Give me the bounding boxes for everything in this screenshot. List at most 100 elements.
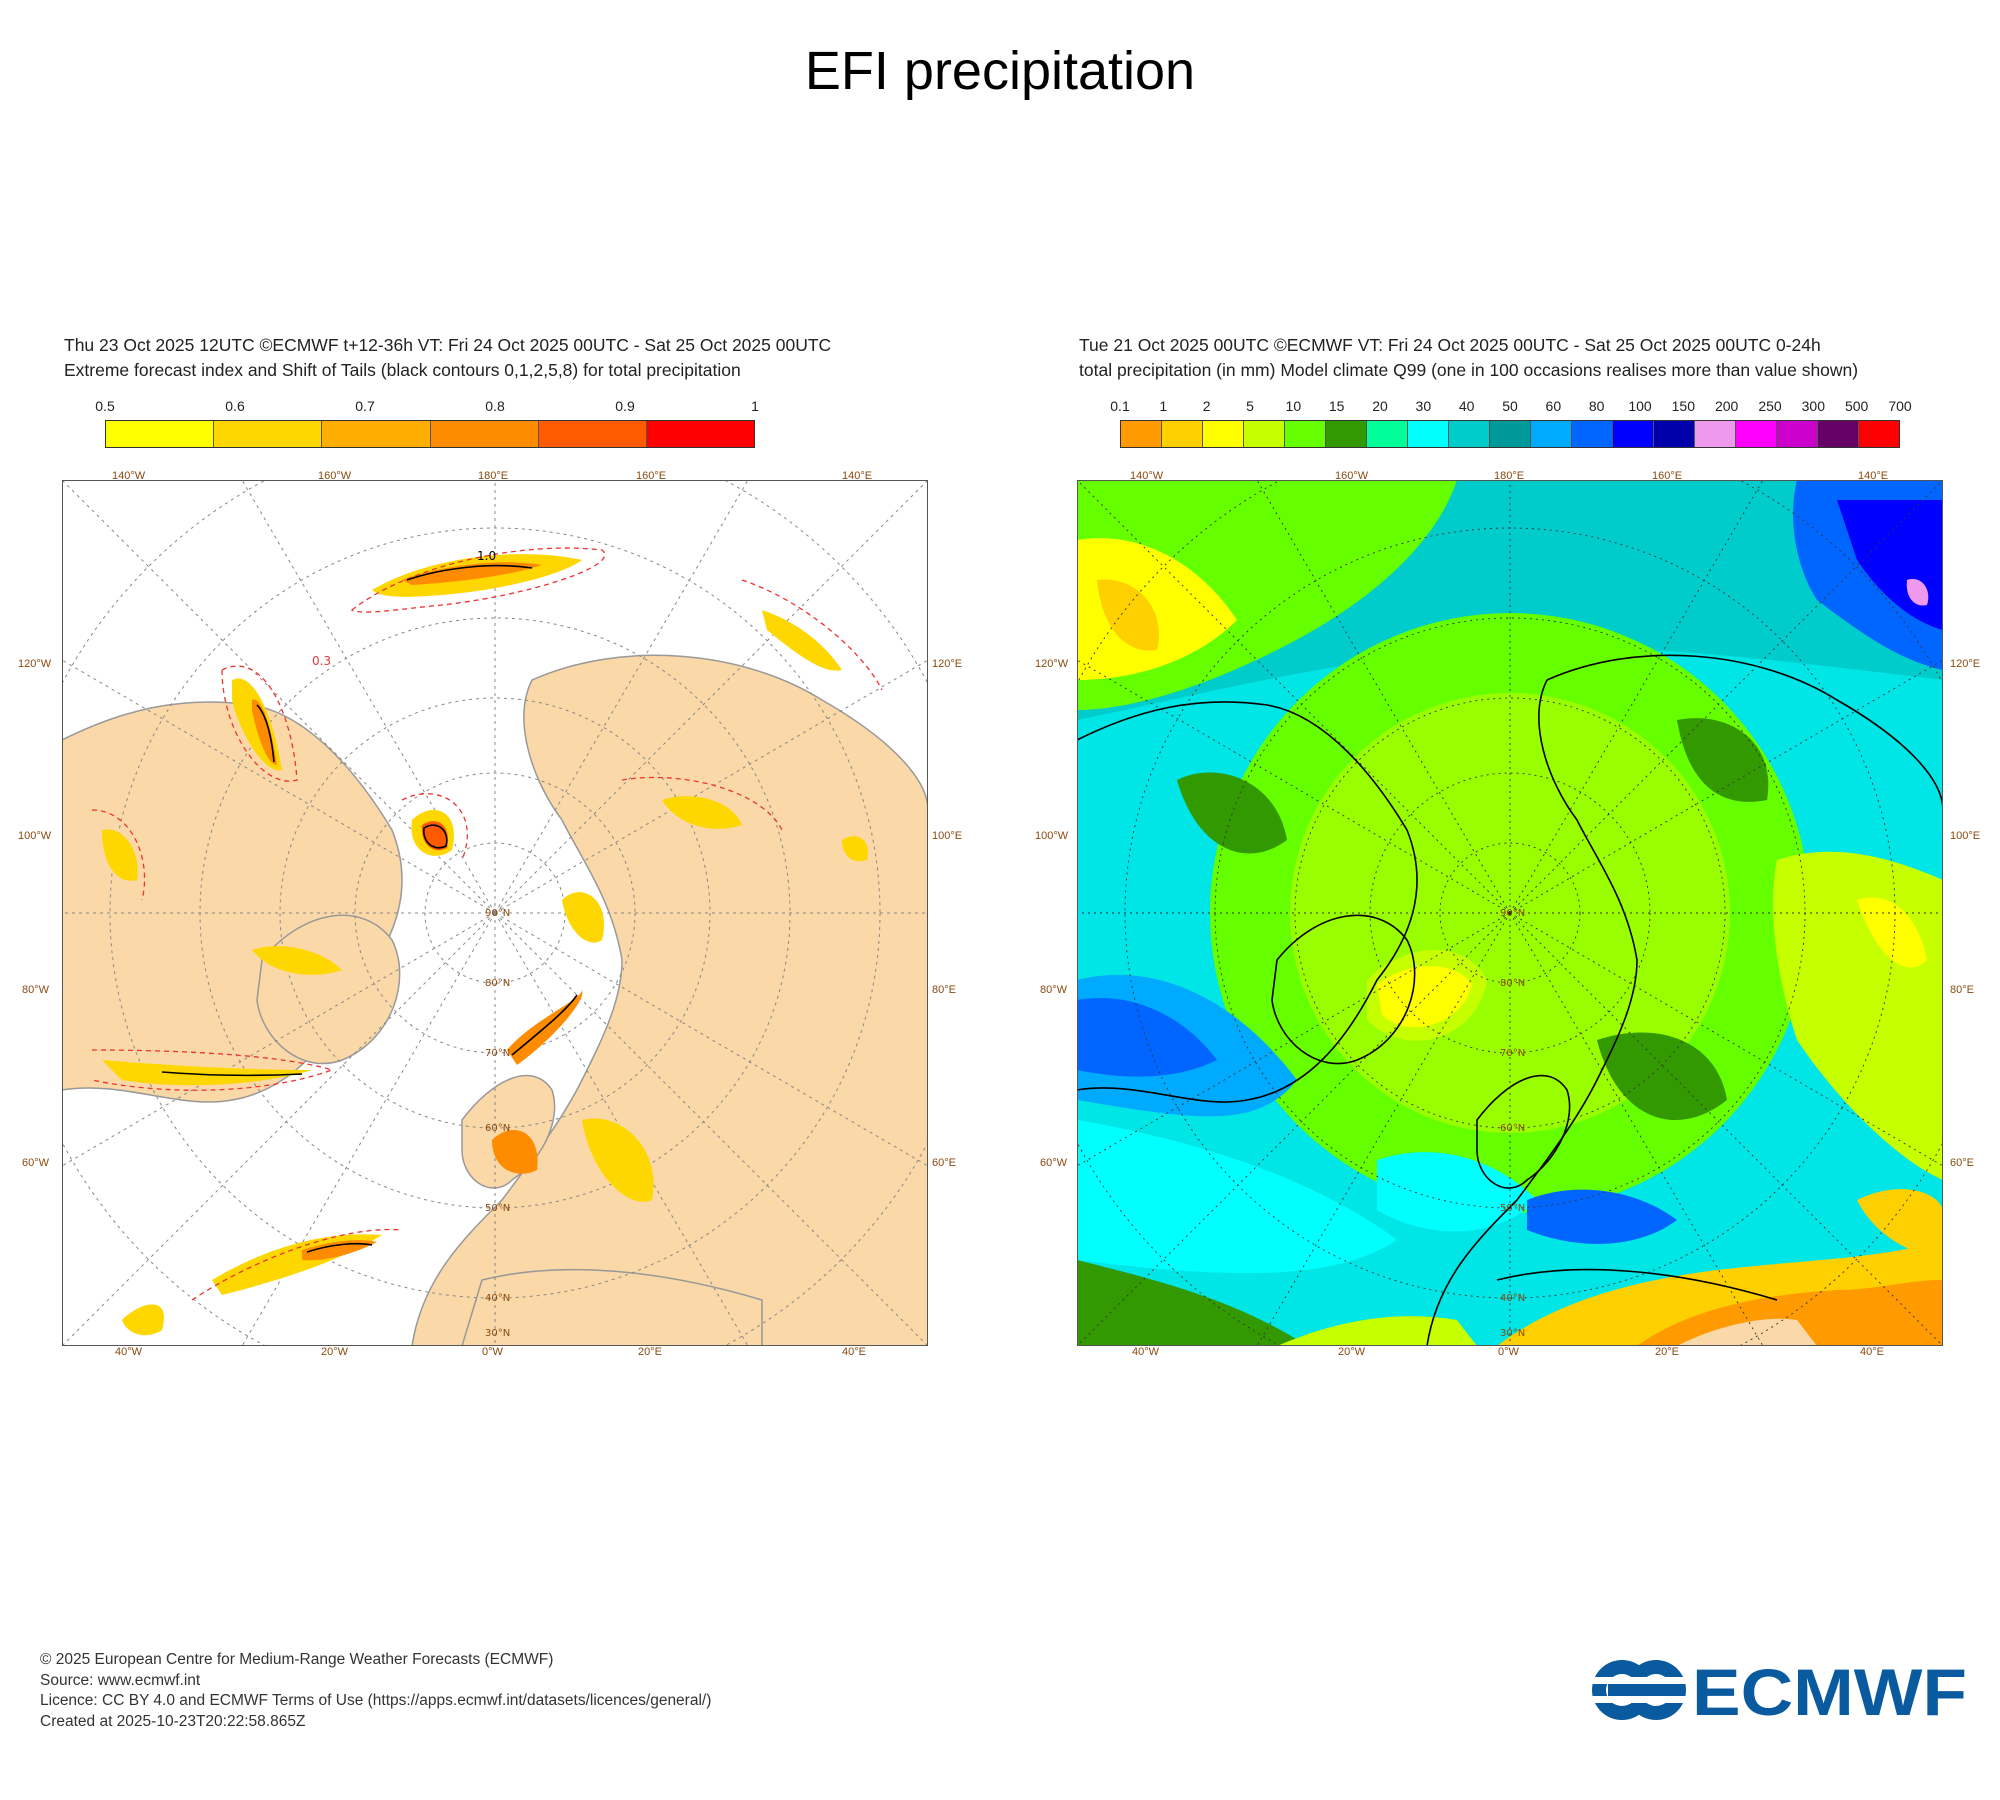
- efi-bottom-label-4: 40°E: [842, 1346, 866, 1358]
- ecmwf-logo-svg: ECMWF: [1590, 1655, 1967, 1729]
- efi-label-1: 0.6: [225, 398, 245, 414]
- ecmwf-logo: ECMWF: [1590, 1655, 1970, 1729]
- clim-label-4: 10: [1285, 398, 1302, 414]
- clim-label-7: 30: [1415, 398, 1432, 414]
- climate-map-frame: [1077, 480, 1943, 1346]
- lat-label-70: 70°N: [1500, 1048, 1525, 1059]
- clim-left-label-0: 120°W: [1035, 658, 1069, 670]
- lat-label-30: 30°N: [1500, 1328, 1525, 1339]
- clim-bottom-label-0: 40°W: [1132, 1346, 1160, 1358]
- created-text: Created at 2025-10-23T20:22:58.865Z: [40, 1712, 306, 1730]
- clim-bottom-label-3: 20°E: [1655, 1346, 1679, 1358]
- efi-bottom-label-2: 0°W: [482, 1346, 503, 1358]
- clim-swatch-1: [1162, 421, 1203, 447]
- clim-label-11: 80: [1588, 398, 1605, 414]
- clim-label-16: 300: [1801, 398, 1826, 414]
- clim-label-3: 5: [1246, 398, 1254, 414]
- clim-swatch-12: [1613, 421, 1654, 447]
- climate-header-line1: Tue 21 Oct 2025 00UTC ©ECMWF VT: Fri 24 …: [1079, 335, 1821, 355]
- efi-label-5: 1: [751, 398, 759, 414]
- climate-map: 90°N 80°N 70°N 60°N 50°N 40°N 30°N: [1077, 480, 1943, 1346]
- clim-swatch-18: [1859, 421, 1899, 447]
- lat-label-90: 90°N: [485, 908, 510, 919]
- clim-label-5: 15: [1328, 398, 1345, 414]
- clim-top-label-4: 140°E: [1858, 470, 1889, 482]
- efi-top-label-2: 180°E: [478, 470, 509, 482]
- efi-swatch-5: [646, 421, 755, 447]
- efi-left-label-3: 60°W: [22, 1157, 50, 1169]
- page-title: EFI precipitation: [804, 41, 1196, 101]
- clim-label-2: 2: [1202, 398, 1211, 414]
- efi-contour-label-group: 0.3 1.0: [312, 549, 496, 668]
- clim-swatch-4: [1285, 421, 1326, 447]
- ecmwf-mark-icon: [1590, 1660, 1690, 1720]
- clim-swatch-7: [1408, 421, 1449, 447]
- climate-colorbar-labels: 0.1 1 2 5 10 15 20 30 40 50 60 80 100 150 200 250 300 500…: [1110, 398, 1911, 416]
- climate-map-svg: 90°N 80°N 70°N 60°N 50°N 40°N 30°N: [1077, 480, 1943, 1346]
- lat-label-80: 80°N: [1500, 978, 1525, 989]
- efi-swatch-3: [430, 421, 539, 447]
- efi-label-4: 0.9: [615, 398, 635, 414]
- clim-top-label-0: 140°W: [1130, 470, 1164, 482]
- efi-left-label-2: 80°W: [22, 984, 50, 996]
- efi-black-contours: [161, 564, 578, 1253]
- efi-left-label-1: 100°W: [18, 830, 52, 842]
- lat-label-60: 60°N: [485, 1123, 510, 1134]
- clim-left-label-3: 60°W: [1040, 1157, 1068, 1169]
- clim-swatch-10: [1531, 421, 1572, 447]
- clim-label-6: 20: [1372, 398, 1388, 414]
- efi-swatch-1: [214, 421, 323, 447]
- lat-label-40: 40°N: [1500, 1293, 1525, 1304]
- efi-label-0: 0.5: [95, 398, 115, 414]
- efi-colorbar: [105, 420, 755, 448]
- clim-label-12: 100: [1628, 398, 1652, 414]
- efi-swatch-2: [322, 421, 431, 447]
- efi-colorbar-labels: 0.5 0.6 0.7 0.8 0.9 1: [95, 398, 759, 416]
- clim-right-label-0: 120°E: [1950, 658, 1981, 670]
- clim-left-label-2: 80°W: [1040, 984, 1068, 996]
- clim-label-15: 250: [1758, 398, 1782, 414]
- lat-label-50: 50°N: [485, 1203, 510, 1214]
- clim-swatch-13: [1654, 421, 1695, 447]
- efi-panel: Thu 23 Oct 2025 12UTC ©ECMWF t+12-36h VT…: [60, 335, 940, 1355]
- climate-panel: Tue 21 Oct 2025 00UTC ©ECMWF VT: Fri 24 …: [1075, 335, 1955, 1355]
- clim-label-14: 200: [1714, 398, 1739, 414]
- footer: © 2025 European Centre for Medium-Range …: [40, 1650, 711, 1732]
- lat-label-40: 40°N: [485, 1293, 510, 1304]
- clim-swatch-14: [1695, 421, 1736, 447]
- clim-right-label-2: 80°E: [1950, 984, 1974, 996]
- clim-right-label-3: 60°E: [1950, 1157, 1974, 1169]
- coastlines: [1077, 654, 1943, 1346]
- clim-swatch-15: [1736, 421, 1777, 447]
- efi-right-label-0: 120°E: [932, 658, 963, 670]
- efi-label-3: 0.8: [485, 398, 505, 414]
- clim-label-13: 150: [1671, 398, 1696, 414]
- efi-label-2: 0.7: [355, 398, 375, 414]
- clim-left-label-1: 100°W: [1035, 830, 1069, 842]
- lat-label-70: 70°N: [485, 1048, 510, 1059]
- efi-right-label-2: 80°E: [932, 984, 956, 996]
- efi-swatch-4: [538, 421, 647, 447]
- clim-label-8: 40: [1458, 398, 1475, 414]
- efi-bottom-label-1: 20°W: [321, 1346, 349, 1358]
- lat-label-30: 30°N: [485, 1328, 510, 1339]
- clim-swatch-8: [1449, 421, 1490, 447]
- efi-right-label-3: 60°E: [932, 1157, 956, 1169]
- clim-label-18: 700: [1888, 398, 1912, 414]
- efi-top-label-1: 160°W: [318, 470, 352, 482]
- contour-label-0-3: 0.3: [312, 654, 331, 668]
- source-text: Source: www.ecmwf.int: [40, 1671, 201, 1689]
- efi-bottom-label-3: 20°E: [638, 1346, 662, 1358]
- clim-label-10: 60: [1545, 398, 1562, 414]
- clim-swatch-2: [1203, 421, 1244, 447]
- clim-top-label-1: 160°W: [1335, 470, 1369, 482]
- clim-label-9: 50: [1502, 398, 1518, 414]
- graticule: [1077, 480, 1943, 1346]
- efi-lat-labels: 90°N 80°N 70°N 60°N 50°N 40°N 30°N: [485, 908, 510, 1339]
- efi-swatch-0: [106, 421, 215, 447]
- clim-top-label-3: 160°E: [1652, 470, 1683, 482]
- efi-map-svg: 0.3 1.0 90°N 80°N 70°N 60°N 50°N 40°N 30…: [62, 480, 928, 1346]
- clim-swatch-11: [1572, 421, 1613, 447]
- copyright-text: © 2025 European Centre for Medium-Range …: [40, 1651, 554, 1668]
- clim-bottom-label-1: 20°W: [1338, 1346, 1366, 1358]
